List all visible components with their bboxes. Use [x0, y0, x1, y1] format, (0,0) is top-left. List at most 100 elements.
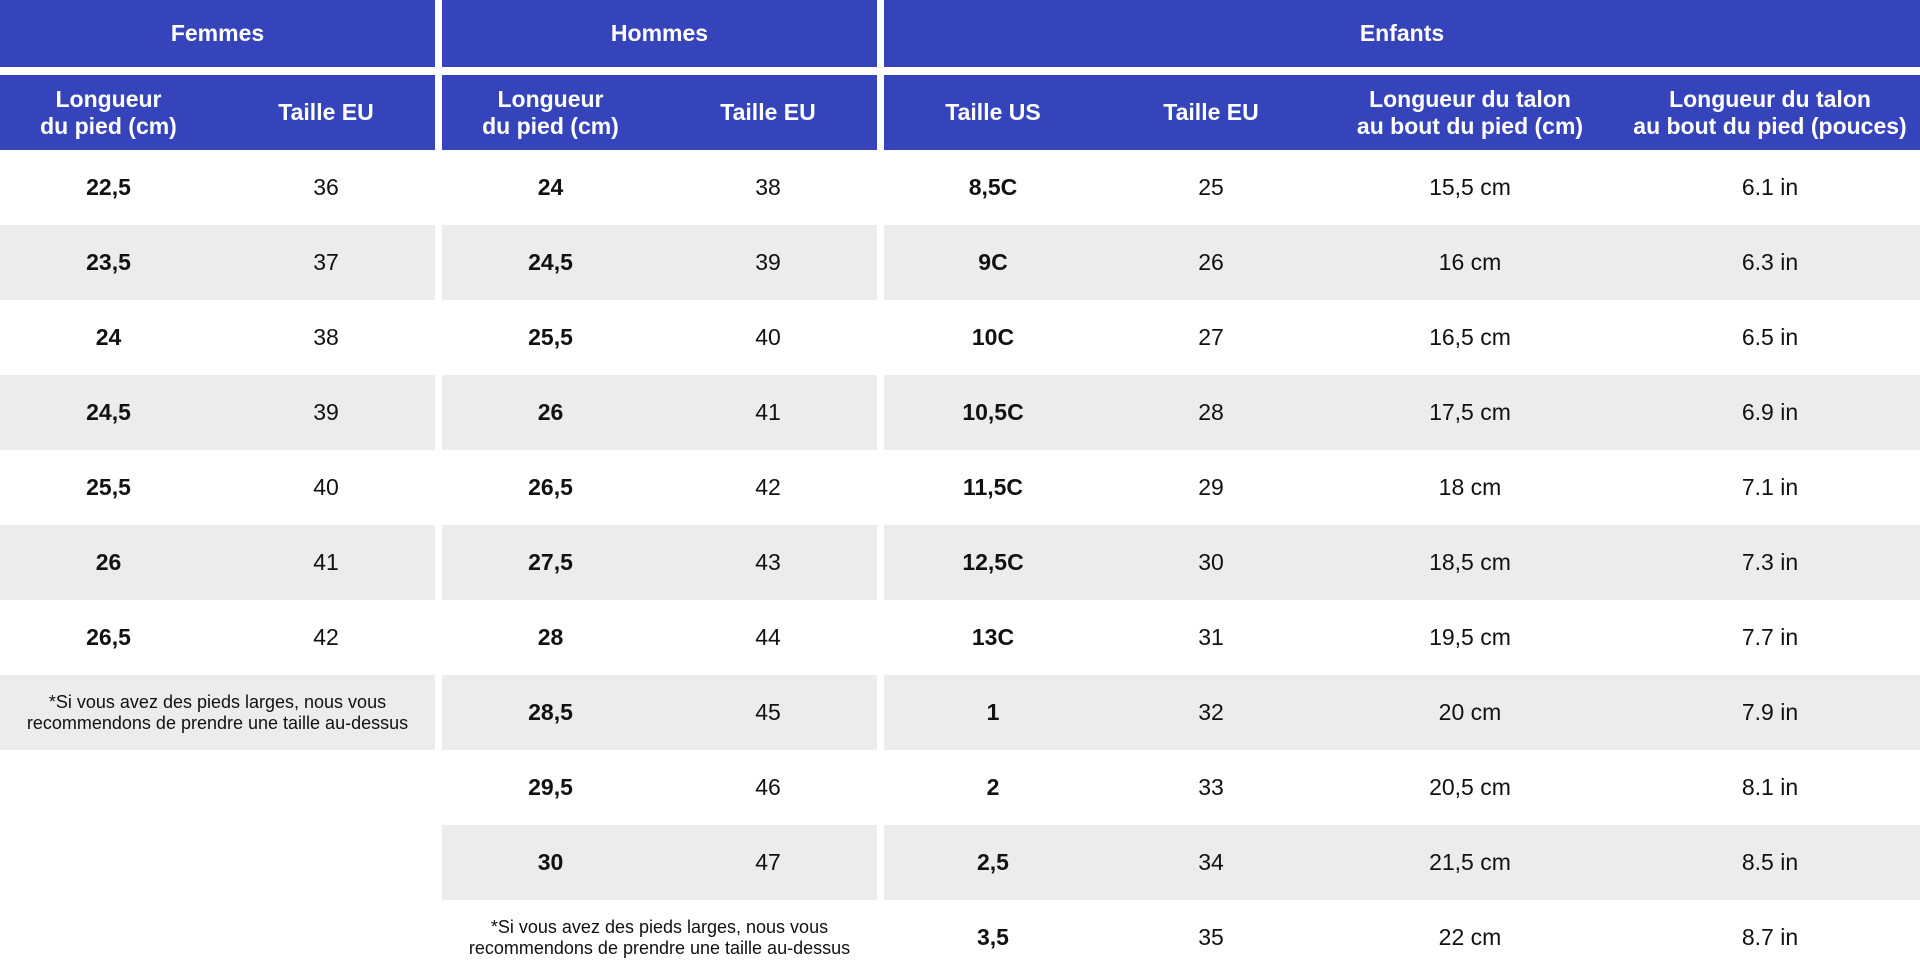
- eu-size-cell: 40: [755, 324, 781, 350]
- table-row: 24 38: [0, 300, 435, 375]
- eu-size-cell: 43: [755, 549, 781, 575]
- eu-size-cell: 37: [313, 249, 339, 275]
- eu-size-cell: 28: [1198, 399, 1224, 425]
- column-header-eu-size: Taille EU: [1163, 99, 1259, 125]
- eu-size-cell: 39: [313, 399, 339, 425]
- heel-toe-inches-cell: 8.7 in: [1741, 924, 1799, 950]
- hommes-table: Hommes Longueur du pied (cm) Taille EU 2…: [442, 0, 877, 975]
- foot-length-cell: 26: [95, 549, 122, 575]
- table-row: 2 33 20,5 cm 8.1 in: [884, 750, 1920, 825]
- heel-toe-cm-cell: 18,5 cm: [1429, 549, 1511, 575]
- column-header-us-size: Taille US: [945, 99, 1041, 125]
- eu-size-cell: 27: [1198, 324, 1224, 350]
- heel-toe-inches-cell: 6.1 in: [1741, 174, 1799, 200]
- heel-toe-inches-cell: 7.1 in: [1741, 474, 1799, 500]
- wide-feet-note: *Si vous avez des pieds larges, nous vou…: [0, 675, 435, 750]
- table-row: 1 32 20 cm 7.9 in: [884, 675, 1920, 750]
- table-row: 29,5 46: [442, 750, 877, 825]
- heel-toe-inches-cell: 8.5 in: [1741, 849, 1799, 875]
- us-size-cell: 11,5C: [962, 474, 1024, 500]
- table-row: 10,5C 28 17,5 cm 6.9 in: [884, 375, 1920, 450]
- heel-toe-cm-cell: 18 cm: [1438, 474, 1502, 500]
- column-header-foot-length: Longueur du pied (cm): [482, 85, 619, 139]
- eu-size-cell: 35: [1198, 924, 1224, 950]
- table-row: 24,5 39: [442, 225, 877, 300]
- wide-feet-note: *Si vous avez des pieds larges, nous vou…: [468, 916, 851, 958]
- us-size-cell: 2: [986, 774, 1000, 800]
- table-row: 28,5 45: [442, 675, 877, 750]
- hommes-title: Hommes: [442, 0, 877, 67]
- heel-toe-inches-cell: 6.5 in: [1741, 324, 1799, 350]
- column-header-eu-size: Taille EU: [278, 99, 374, 125]
- eu-size-cell: 46: [755, 774, 781, 800]
- eu-size-cell: 44: [755, 624, 781, 650]
- foot-length-cell: 26,5: [86, 624, 131, 650]
- foot-length-cell: 26: [537, 399, 564, 425]
- foot-length-cell: 23,5: [86, 249, 131, 275]
- table-row: 30 47: [442, 825, 877, 900]
- table-row: 26 41: [0, 525, 435, 600]
- foot-length-cell: 22,5: [86, 174, 131, 200]
- eu-size-cell: 29: [1198, 474, 1224, 500]
- heel-toe-cm-cell: 20 cm: [1438, 699, 1502, 725]
- femmes-column-headers: Longueur du pied (cm) Taille EU: [0, 75, 435, 150]
- eu-size-cell: 32: [1198, 699, 1224, 725]
- table-row: 22,5 36: [0, 150, 435, 225]
- heel-toe-cm-cell: 15,5 cm: [1429, 174, 1511, 200]
- femmes-table: Femmes Longueur du pied (cm) Taille EU 2…: [0, 0, 435, 750]
- us-size-cell: 2,5: [977, 849, 1009, 875]
- table-row: 24 38: [442, 150, 877, 225]
- table-row: 11,5C 29 18 cm 7.1 in: [884, 450, 1920, 525]
- heel-toe-cm-cell: 16 cm: [1438, 249, 1502, 275]
- table-row: 12,5C 30 18,5 cm 7.3 in: [884, 525, 1920, 600]
- us-size-cell: 10,5C: [962, 399, 1024, 425]
- eu-size-cell: 41: [313, 549, 339, 575]
- table-row: 26,5 42: [0, 600, 435, 675]
- foot-length-cell: 27,5: [528, 549, 573, 575]
- table-row: 28 44: [442, 600, 877, 675]
- column-header-eu-size: Taille EU: [720, 99, 816, 125]
- foot-length-cell: 24: [95, 324, 122, 350]
- eu-size-cell: 42: [755, 474, 781, 500]
- foot-length-cell: 26,5: [528, 474, 573, 500]
- heel-toe-inches-cell: 7.3 in: [1741, 549, 1799, 575]
- foot-length-cell: 25,5: [86, 474, 131, 500]
- foot-length-cell: 25,5: [528, 324, 573, 350]
- table-row: 26,5 42: [442, 450, 877, 525]
- foot-length-cell: 24,5: [86, 399, 131, 425]
- eu-size-cell: 25: [1198, 174, 1224, 200]
- table-row: 3,5 35 22 cm 8.7 in: [884, 900, 1920, 975]
- eu-size-cell: 34: [1198, 849, 1224, 875]
- eu-size-cell: 45: [755, 699, 781, 725]
- heel-toe-inches-cell: 6.9 in: [1741, 399, 1799, 425]
- eu-size-cell: 30: [1198, 549, 1224, 575]
- heel-toe-cm-cell: 21,5 cm: [1429, 849, 1511, 875]
- us-size-cell: 13C: [971, 624, 1015, 650]
- enfants-title: Enfants: [884, 0, 1920, 67]
- us-size-cell: 10C: [971, 324, 1015, 350]
- table-row: 25,5 40: [0, 450, 435, 525]
- enfants-rows: 8,5C 25 15,5 cm 6.1 in 9C 26 16 cm 6.3 in 10C 27 1…: [884, 150, 1920, 975]
- foot-length-cell: 30: [537, 849, 564, 875]
- heel-toe-inches-cell: 7.9 in: [1741, 699, 1799, 725]
- foot-length-cell: 28,5: [528, 699, 573, 725]
- us-size-cell: 12,5C: [962, 549, 1024, 575]
- foot-length-cell: 24: [537, 174, 564, 200]
- heel-toe-cm-cell: 22 cm: [1438, 924, 1502, 950]
- femmes-title: Femmes: [0, 0, 435, 67]
- enfants-column-headers: Taille US Taille EU Longueur du talon au…: [884, 75, 1920, 150]
- heel-toe-cm-cell: 17,5 cm: [1429, 399, 1511, 425]
- eu-size-cell: 47: [755, 849, 781, 875]
- us-size-cell: 9C: [978, 249, 1008, 275]
- eu-size-cell: 40: [313, 474, 339, 500]
- table-row: 13C 31 19,5 cm 7.7 in: [884, 600, 1920, 675]
- eu-size-cell: 31: [1198, 624, 1224, 650]
- foot-length-cell: 29,5: [528, 774, 573, 800]
- us-size-cell: 8,5C: [968, 174, 1018, 200]
- heel-toe-cm-cell: 16,5 cm: [1429, 324, 1511, 350]
- us-size-cell: 1: [986, 699, 1000, 725]
- table-row: 8,5C 25 15,5 cm 6.1 in: [884, 150, 1920, 225]
- eu-size-cell: 38: [313, 324, 339, 350]
- eu-size-cell: 39: [755, 249, 781, 275]
- table-row: 27,5 43: [442, 525, 877, 600]
